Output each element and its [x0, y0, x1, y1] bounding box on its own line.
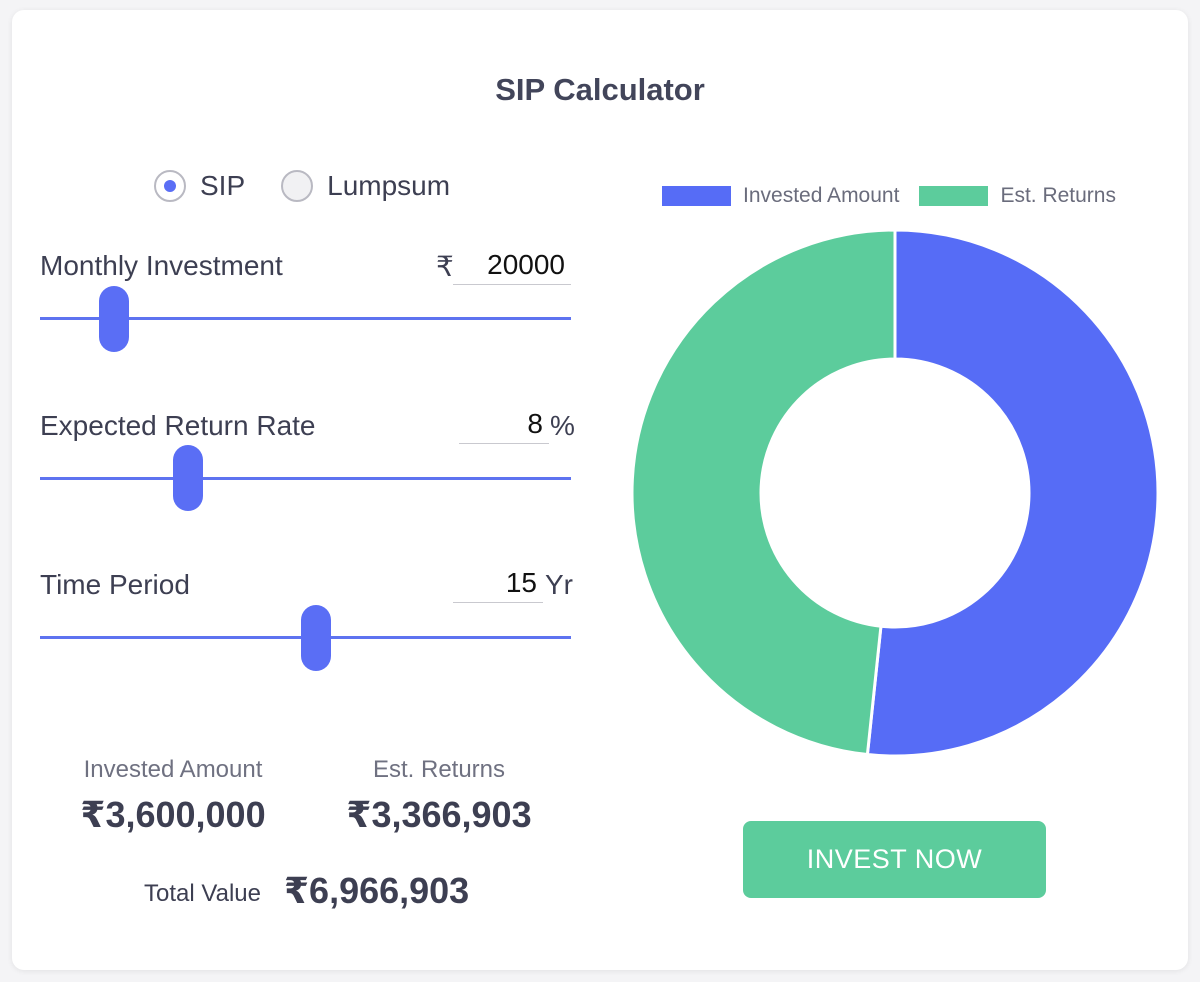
- return-rate-input[interactable]: 8: [459, 408, 549, 444]
- chart-legend: Invested Amount Est. Returns: [662, 184, 1116, 208]
- return-rate-label: Expected Return Rate: [40, 410, 316, 441]
- radio-sip[interactable]: SIP: [154, 170, 245, 202]
- monthly-investment-slider-track[interactable]: [40, 317, 571, 320]
- time-period-slider-thumb[interactable]: [300, 605, 331, 671]
- invested-amount-value: ₹3,600,000: [80, 794, 266, 835]
- monthly-investment-slider-thumb[interactable]: [98, 286, 129, 352]
- legend-label-invested: Invested Amount: [743, 184, 900, 207]
- radio-unchecked-icon[interactable]: [281, 170, 314, 202]
- invested-amount-label: Invested Amount: [83, 756, 263, 783]
- invest-now-button[interactable]: INVEST NOW: [743, 821, 1046, 898]
- legend-swatch-invested: [662, 186, 731, 206]
- mode-selector: SIP Lumpsum: [154, 170, 450, 202]
- monthly-investment-input[interactable]: 20000: [453, 249, 571, 285]
- radio-checked-icon[interactable]: [154, 170, 186, 202]
- rupee-prefix: ₹: [436, 251, 454, 282]
- radio-lumpsum-label[interactable]: Lumpsum: [327, 170, 451, 201]
- donut-slice-invested[interactable]: [865, 228, 1160, 758]
- radio-sip-label[interactable]: SIP: [200, 170, 246, 201]
- total-value-label: Total Value: [144, 880, 261, 907]
- legend-item-invested[interactable]: Invested Amount: [662, 184, 899, 208]
- monthly-investment-label: Monthly Investment: [40, 250, 283, 281]
- year-suffix: Yr: [545, 569, 573, 600]
- return-rate-slider-thumb[interactable]: [173, 445, 204, 511]
- donut-slice-returns[interactable]: [630, 228, 897, 757]
- calculator-card: [12, 10, 1188, 970]
- donut-chart: [630, 228, 1160, 758]
- legend-label-returns: Est. Returns: [1000, 184, 1116, 207]
- est-returns-label: Est. Returns: [372, 756, 506, 783]
- percent-suffix: %: [550, 410, 575, 441]
- legend-item-returns[interactable]: Est. Returns: [919, 184, 1116, 208]
- est-returns-value: ₹3,366,903: [346, 794, 532, 835]
- total-value-amount: ₹6,966,903: [284, 870, 470, 911]
- radio-lumpsum[interactable]: Lumpsum: [281, 170, 450, 202]
- page-title: SIP Calculator: [495, 72, 705, 107]
- time-period-label: Time Period: [40, 569, 190, 600]
- time-period-input[interactable]: 15: [453, 567, 543, 603]
- return-rate-slider-track[interactable]: [40, 477, 571, 480]
- legend-swatch-returns: [919, 186, 989, 206]
